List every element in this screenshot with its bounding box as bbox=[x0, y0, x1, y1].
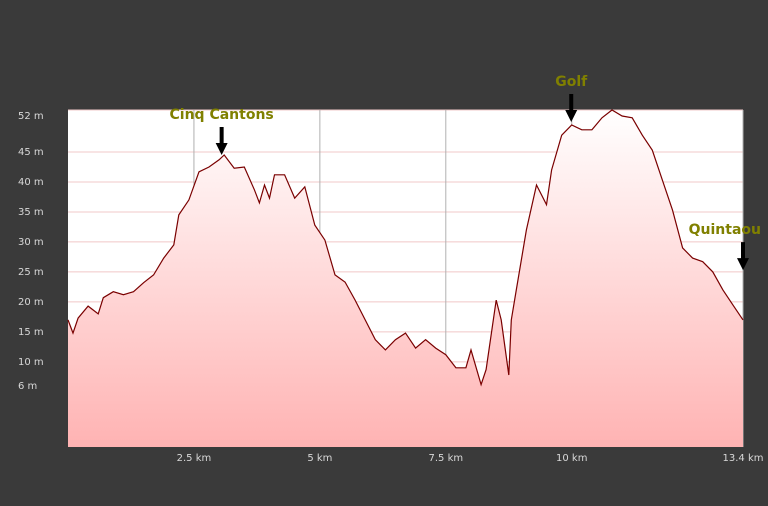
y-tick-label: 10 m bbox=[18, 357, 44, 368]
annotation-label: Golf bbox=[555, 74, 588, 90]
annotation-arrow bbox=[565, 93, 578, 122]
annotation-label: Cinq Cantons bbox=[170, 107, 274, 123]
x-tick-label: 10 km bbox=[556, 453, 587, 464]
annotation-arrow bbox=[737, 242, 749, 271]
y-tick-label: 15 m bbox=[18, 327, 44, 338]
y-tick-label: 52 m bbox=[18, 111, 44, 122]
x-tick-label: 2.5 km bbox=[177, 453, 212, 464]
y-tick-label: 45 m bbox=[18, 147, 44, 158]
x-tick-label: 13.4 km bbox=[723, 453, 764, 464]
y-tick-label: 20 m bbox=[18, 297, 44, 308]
y-tick-label: 25 m bbox=[18, 267, 44, 278]
y-tick-label: 40 m bbox=[18, 177, 44, 188]
area bbox=[68, 110, 743, 447]
annotation-label: Quintaou bbox=[689, 222, 761, 238]
y-tick-label: 6 m bbox=[18, 381, 37, 392]
y-tick-label: 30 m bbox=[18, 237, 44, 248]
annotation-arrow bbox=[215, 126, 228, 155]
x-tick-label: 5 km bbox=[307, 453, 332, 464]
y-tick-label: 35 m bbox=[18, 207, 44, 218]
x-tick-label: 7.5 km bbox=[428, 453, 463, 464]
line bbox=[67, 109, 744, 387]
